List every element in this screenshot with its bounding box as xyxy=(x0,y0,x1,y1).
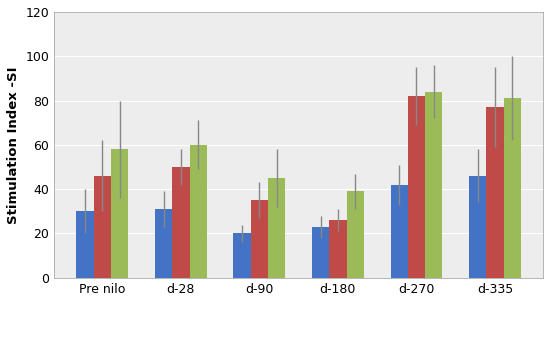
Bar xyxy=(268,178,285,278)
Bar xyxy=(172,167,190,278)
Bar xyxy=(486,107,504,278)
Bar xyxy=(408,96,425,278)
Bar xyxy=(504,98,521,278)
Bar xyxy=(94,176,111,278)
Bar xyxy=(469,176,486,278)
Bar xyxy=(190,145,207,278)
Bar xyxy=(111,149,128,278)
Bar xyxy=(425,91,442,278)
Bar xyxy=(346,191,364,278)
Bar xyxy=(155,209,172,278)
Bar xyxy=(76,211,94,278)
Bar xyxy=(390,185,408,278)
Y-axis label: Stimulation Index -SI: Stimulation Index -SI xyxy=(7,66,20,224)
Bar xyxy=(312,227,329,278)
Bar xyxy=(234,234,251,278)
Bar xyxy=(251,200,268,278)
Bar xyxy=(329,220,346,278)
